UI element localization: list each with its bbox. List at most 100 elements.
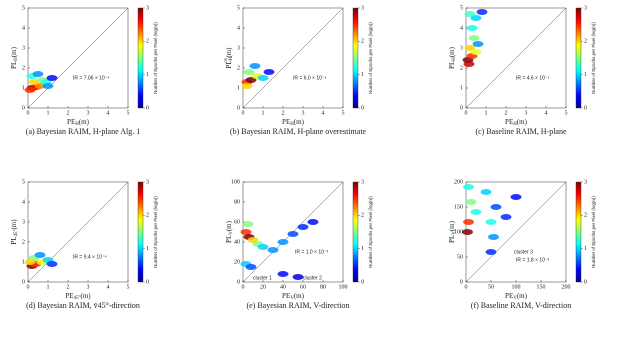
x-tick-label: 2 [67,110,70,116]
y-tick-label: 5 [22,5,25,11]
y-tick-label: 100 [231,179,240,185]
colorbar-tick-label: 3 [146,5,149,11]
cluster-label: cluster 3 [514,249,533,255]
density-cell [245,264,257,270]
axis-label: PE45°(m) [65,292,91,302]
y-tick-label: 4 [237,25,240,31]
x-tick-label: 2 [282,110,285,116]
colorbar-tick-label: 1 [584,72,587,78]
density-cell [510,194,522,200]
x-tick-label: 5 [342,110,345,116]
y-tick-label: 3 [22,219,25,225]
caption: (a) Bayesian RAIM, H-plane Alg. 1 [26,127,140,136]
density-cell [34,252,46,258]
axis-label: PL45°(m) [10,219,20,245]
label-part: (m) [517,292,528,300]
x-tick-label: 0 [242,284,245,290]
density-cell [307,219,319,225]
diagonal [27,181,129,283]
y-tick-label: 80 [234,199,240,205]
x-tick-label: 3 [302,110,305,116]
y-tick-label: 0 [237,105,240,111]
y-tick-label: 2 [22,239,25,245]
density-cell [24,87,36,93]
label-part: PE [67,118,75,126]
density-cell [242,221,254,227]
density-cell [245,77,257,83]
x-tick-label: 1 [262,110,265,116]
x-tick-label: 5 [127,110,130,116]
label-part: PL [448,61,456,69]
axis-label: PLH(m) [10,46,20,69]
colorbar-tick-label: 3 [584,5,587,11]
colorbar-label: Number of Epochs per Pixel (log(n)) [153,196,158,268]
caption: (b) Bayesian RAIM, H-plane overestimate [230,127,367,136]
y-tick-label: 5 [237,5,240,11]
y-tick-label: 0 [237,279,240,285]
x-tick-label: 0 [27,110,30,116]
density-cell [46,75,58,81]
y-tick-label: 0 [460,105,463,111]
colorbar-tick-label: 0 [146,279,149,285]
axis-label: PEH(m) [282,118,305,128]
x-tick-label: 60 [300,284,306,290]
x-tick-label: 0 [27,284,30,290]
density-cell [263,69,275,75]
label-part: PL [225,60,233,68]
x-tick-label: 2 [67,284,70,290]
y-tick-label: 1 [22,259,25,265]
y-tick-label: 3 [22,45,25,51]
colorbar-tick-label: 3 [361,179,364,185]
caption: (f) Baseline RAIM, V-direction [471,301,571,310]
label-part: (m) [225,47,233,58]
x-tick-label: 1 [47,110,50,116]
y-tick-label: 1 [237,85,240,91]
density-cell [464,11,476,17]
label-part: H [229,56,234,60]
x-tick-label: 4 [107,110,110,116]
density-cell [470,15,482,21]
ir-annotation: IR = 1.0 × 10⁻³ [295,249,329,255]
diagonal [242,7,344,109]
y-tick-label: 2 [237,65,240,71]
axis-label: PLV(m) [448,220,458,243]
density-cell [243,69,255,75]
label-part: V [513,296,517,301]
y-tick-label: 20 [234,259,240,265]
label-part: V [229,231,234,235]
density-cell [464,45,476,51]
y-tick-label: 50 [457,254,463,260]
label-part: PL [225,235,233,243]
x-tick-label: 2 [505,110,508,116]
density-cell [500,214,512,220]
y-tick-label: 0 [22,105,25,111]
colorbar-tick-label: 2 [584,213,587,219]
x-tick-label: 200 [562,284,571,290]
colorbar [352,181,359,283]
diagonal [465,181,567,283]
density-cell [480,189,492,195]
colorbar-tick-label: 1 [361,246,364,252]
colorbar-label: Number of Epochs per Pixel (log(n)) [591,22,596,94]
y-tick-label: 60 [234,219,240,225]
colorbar-tick-label: 2 [584,39,587,45]
density-cell [240,229,252,235]
y-tick-label: 4 [460,25,463,31]
colorbar [137,7,144,109]
caption: (c) Baseline RAIM, H-plane [475,127,567,136]
axis-label: PLV(m) [225,220,235,243]
density-cell [462,229,473,235]
label-part: PL [10,236,18,244]
x-tick-label: 0 [465,110,468,116]
label-part: H [452,57,457,61]
y-tick-label: 5 [22,179,25,185]
caption: (e) Bayesian RAIM, V-direction [246,301,349,310]
y-tick-label: 1 [22,85,25,91]
density-cell [470,209,482,215]
density-cell [34,83,46,89]
density-cell [472,41,484,47]
colorbar-tick-label: 1 [361,72,364,78]
x-tick-label: 5 [127,284,130,290]
density-cell [257,75,269,81]
